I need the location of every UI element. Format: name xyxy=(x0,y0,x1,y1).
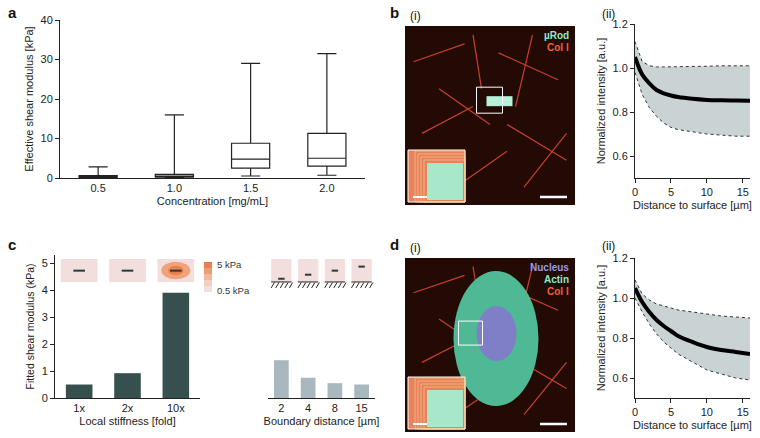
svg-text:4: 4 xyxy=(305,402,311,414)
svg-text:0.6: 0.6 xyxy=(613,150,628,162)
svg-text:Col I: Col I xyxy=(547,42,569,53)
svg-text:5: 5 xyxy=(42,257,48,269)
svg-text:d: d xyxy=(390,236,399,253)
svg-text:Boundary distance [µm]: Boundary distance [µm] xyxy=(264,415,380,427)
svg-text:2x: 2x xyxy=(122,402,134,414)
svg-text:15: 15 xyxy=(356,402,368,414)
svg-text:10: 10 xyxy=(701,186,713,198)
svg-text:(ii): (ii) xyxy=(602,239,615,253)
svg-text:5: 5 xyxy=(668,406,674,418)
svg-text:0: 0 xyxy=(42,392,48,404)
svg-text:µRod: µRod xyxy=(544,30,569,41)
svg-text:Distance to surface [µm]: Distance to surface [µm] xyxy=(633,419,752,431)
svg-text:1.2: 1.2 xyxy=(613,252,628,264)
svg-text:1.5: 1.5 xyxy=(243,182,258,194)
svg-text:10: 10 xyxy=(701,406,713,418)
svg-text:5 kPa: 5 kPa xyxy=(217,259,242,270)
svg-text:0.8: 0.8 xyxy=(613,106,628,118)
svg-text:1.0: 1.0 xyxy=(613,62,628,74)
svg-text:0: 0 xyxy=(632,186,638,198)
svg-text:Nucleus: Nucleus xyxy=(530,262,569,273)
svg-text:a: a xyxy=(8,4,17,21)
svg-text:2: 2 xyxy=(278,402,284,414)
svg-text:b: b xyxy=(390,4,399,21)
svg-text:1x: 1x xyxy=(73,402,85,414)
svg-text:Concentration [mg/mL]: Concentration [mg/mL] xyxy=(157,195,268,207)
svg-text:15: 15 xyxy=(737,406,749,418)
svg-text:Distance to surface [µm]: Distance to surface [µm] xyxy=(633,199,752,211)
svg-text:1.2: 1.2 xyxy=(613,18,628,30)
svg-text:5: 5 xyxy=(668,186,674,198)
svg-text:2: 2 xyxy=(42,338,48,350)
svg-text:(ii): (ii) xyxy=(602,7,615,21)
svg-text:c: c xyxy=(8,236,16,253)
svg-text:0.8: 0.8 xyxy=(613,332,628,344)
svg-text:0.5 kPa: 0.5 kPa xyxy=(217,285,250,296)
svg-text:10: 10 xyxy=(41,132,53,144)
svg-text:30: 30 xyxy=(41,53,53,65)
svg-text:20: 20 xyxy=(41,93,53,105)
svg-text:40: 40 xyxy=(41,14,53,26)
svg-text:3: 3 xyxy=(42,311,48,323)
svg-text:Normalized intensity [a.u.]: Normalized intensity [a.u.] xyxy=(595,38,607,165)
svg-text:Col I: Col I xyxy=(547,286,569,297)
svg-text:8: 8 xyxy=(332,402,338,414)
svg-text:15: 15 xyxy=(737,186,749,198)
svg-text:0.6: 0.6 xyxy=(613,372,628,384)
svg-text:(i): (i) xyxy=(410,9,421,23)
svg-text:Effective shear modulus [kPa]: Effective shear modulus [kPa] xyxy=(23,26,35,171)
svg-text:Local stiffness [fold]: Local stiffness [fold] xyxy=(79,415,175,427)
svg-text:2.0: 2.0 xyxy=(319,182,334,194)
svg-text:0.5: 0.5 xyxy=(90,182,105,194)
svg-text:1.0: 1.0 xyxy=(613,292,628,304)
svg-text:Normalized intensity [a.u.]: Normalized intensity [a.u.] xyxy=(595,265,607,392)
svg-text:1.0: 1.0 xyxy=(167,182,182,194)
svg-text:0: 0 xyxy=(632,406,638,418)
svg-text:1: 1 xyxy=(42,365,48,377)
svg-text:Fitted shear modulus (kPa): Fitted shear modulus (kPa) xyxy=(24,263,36,389)
svg-text:(i): (i) xyxy=(410,241,421,255)
svg-text:Actin: Actin xyxy=(544,274,569,285)
svg-text:10x: 10x xyxy=(167,402,185,414)
svg-text:4: 4 xyxy=(42,284,48,296)
svg-text:0: 0 xyxy=(47,172,53,184)
